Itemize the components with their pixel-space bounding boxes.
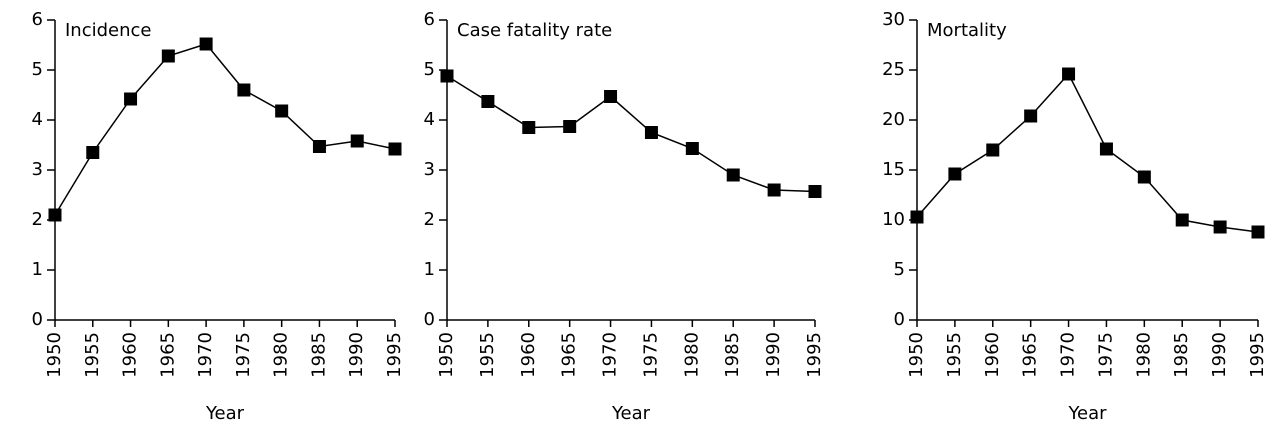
x-axis-label: Year [205, 403, 245, 424]
y-tick-label: 25 [882, 59, 905, 80]
x-tick-label: 1985 [1171, 332, 1192, 378]
data-point [237, 83, 251, 97]
y-tick-label: 30 [882, 9, 905, 30]
x-tick-label: 1975 [1095, 332, 1116, 378]
x-tick-label: 1995 [804, 332, 825, 378]
data-point [124, 92, 138, 106]
x-tick-label: 1960 [982, 332, 1003, 378]
data-point [199, 37, 213, 51]
data-point [161, 49, 175, 63]
data-point [1251, 225, 1265, 239]
data-point [1175, 213, 1189, 227]
x-tick-label: 1990 [763, 332, 784, 378]
data-point [440, 69, 454, 83]
x-tick-label: 1965 [559, 332, 580, 378]
data-point [481, 95, 495, 108]
y-tick-label: 0 [894, 309, 905, 330]
y-tick-label: 0 [32, 309, 43, 330]
y-tick-label: 5 [424, 59, 435, 80]
x-tick-label: 1955 [82, 332, 103, 378]
x-axis-label: Year [1067, 403, 1107, 424]
x-tick-label: 1980 [681, 332, 702, 378]
x-tick-label: 1950 [436, 332, 457, 378]
chart-title: Case fatality rate [457, 20, 612, 41]
x-tick-label: 1985 [722, 332, 743, 378]
x-tick-label: 1970 [1058, 332, 1079, 378]
data-point [388, 142, 402, 156]
y-tick-label: 5 [32, 59, 43, 80]
data-point [604, 90, 618, 103]
data-point [767, 183, 781, 197]
x-tick-label: 1990 [1209, 332, 1230, 378]
x-tick-label: 1995 [1247, 332, 1268, 378]
y-tick-label: 3 [424, 159, 435, 180]
data-point [986, 143, 1000, 157]
data-point [563, 120, 577, 133]
data-point [522, 121, 536, 134]
y-tick-label: 2 [424, 209, 435, 230]
data-point [275, 104, 289, 118]
x-tick-label: 1955 [944, 332, 965, 378]
x-tick-label: 1980 [271, 332, 292, 378]
data-point [1213, 220, 1227, 234]
chart-title: Mortality [927, 20, 1007, 41]
x-tick-label: 1960 [120, 332, 141, 378]
x-tick-label: 1955 [477, 332, 498, 378]
x-tick-label: 1990 [346, 332, 367, 378]
x-tick-label: 1975 [640, 332, 661, 378]
y-tick-label: 4 [424, 109, 435, 130]
data-point [48, 208, 62, 222]
data-point [685, 142, 699, 155]
data-point [808, 185, 822, 198]
y-tick-label: 15 [882, 159, 905, 180]
y-tick-label: 6 [32, 9, 43, 30]
data-point [910, 210, 924, 224]
x-tick-label: 1970 [600, 332, 621, 378]
data-point [644, 126, 658, 139]
data-line [916, 72, 1259, 233]
x-tick-label: 1980 [1133, 332, 1154, 378]
data-point [312, 140, 326, 153]
x-tick-label: 1965 [157, 332, 178, 378]
y-tick-label: 1 [424, 259, 435, 280]
data-line [446, 75, 816, 193]
y-tick-label: 2 [32, 209, 43, 230]
y-tick-label: 0 [424, 309, 435, 330]
data-point [1062, 67, 1076, 81]
x-tick-label: 1960 [518, 332, 539, 378]
x-tick-label: 1950 [906, 332, 927, 378]
chart-title: Incidence [65, 20, 152, 41]
data-point [1024, 109, 1038, 123]
data-point [1137, 170, 1151, 184]
data-point [350, 134, 364, 148]
x-tick-label: 1950 [44, 332, 65, 378]
x-tick-label: 1965 [1020, 332, 1041, 378]
x-axis-label: Year [611, 403, 651, 424]
x-tick-label: 1995 [384, 332, 405, 378]
data-point [1099, 142, 1113, 156]
x-tick-label: 1970 [195, 332, 216, 378]
y-tick-label: 10 [882, 209, 905, 230]
data-line [54, 43, 396, 216]
x-tick-label: 1975 [233, 332, 254, 378]
y-tick-label: 1 [32, 259, 43, 280]
y-tick-label: 5 [894, 259, 905, 280]
y-tick-label: 3 [32, 159, 43, 180]
data-point [86, 146, 100, 159]
y-tick-label: 4 [32, 109, 43, 130]
x-tick-label: 1985 [308, 332, 329, 378]
data-point [948, 167, 962, 181]
y-tick-label: 20 [882, 109, 905, 130]
y-tick-label: 6 [424, 9, 435, 30]
data-point [726, 168, 740, 182]
